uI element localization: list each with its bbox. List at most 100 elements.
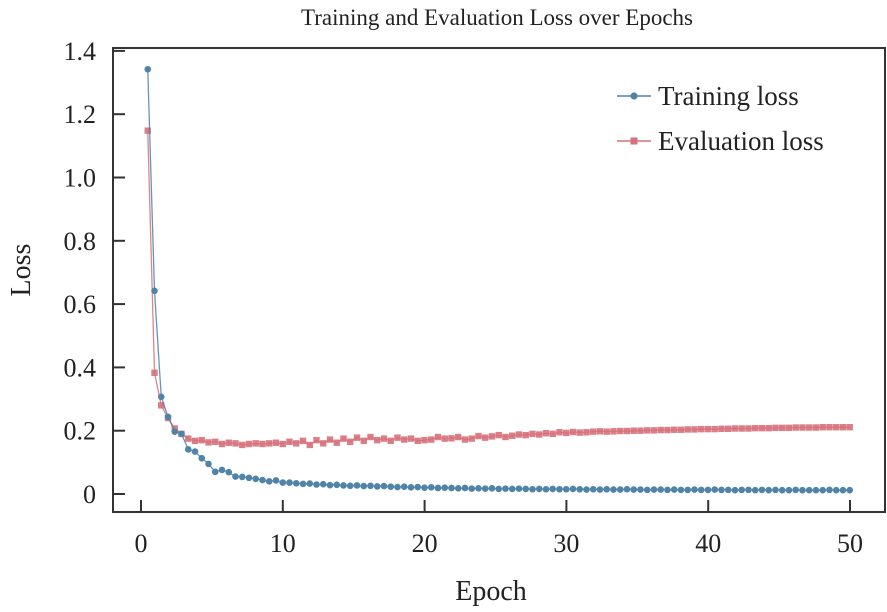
y-tick-label: 0 [83, 480, 96, 509]
data-point [414, 437, 421, 445]
data-point [374, 436, 381, 444]
data-point [799, 424, 806, 431]
data-point [569, 428, 577, 436]
series-training [144, 65, 854, 494]
y-tick-label: 1.4 [64, 37, 97, 66]
data-point [772, 486, 779, 494]
data-point [482, 434, 489, 441]
data-point [238, 473, 246, 481]
data-point [421, 436, 428, 444]
data-point [617, 427, 624, 435]
data-point [603, 428, 610, 435]
x-axis-label: Epoch [455, 576, 527, 607]
data-point [171, 428, 179, 435]
data-point [191, 437, 199, 445]
legend: Training loss Evaluation loss [617, 81, 824, 156]
data-point [677, 426, 685, 433]
series-evaluation [144, 127, 853, 449]
data-point [549, 485, 557, 493]
plot-frame [112, 47, 886, 513]
data-point [758, 486, 766, 494]
data-point [286, 479, 293, 486]
legend-training-label: Training loss [658, 81, 799, 111]
data-point [475, 432, 482, 440]
data-point [650, 427, 658, 434]
data-point [448, 435, 455, 442]
data-point [414, 483, 422, 491]
data-point [529, 485, 536, 493]
data-point [549, 430, 556, 438]
data-point [239, 441, 246, 449]
data-point [468, 435, 475, 442]
data-point [326, 481, 334, 489]
legend-eval-label: Evaluation loss [658, 126, 824, 156]
legend-training-marker [630, 92, 638, 100]
data-point [765, 424, 772, 432]
data-point [508, 485, 516, 493]
data-point [839, 486, 847, 494]
chart-title: Training and Evaluation Loss over Epochs [301, 5, 693, 30]
data-point [151, 287, 158, 295]
data-point [225, 468, 233, 476]
x-tick-label: 10 [270, 529, 296, 558]
data-point [265, 478, 273, 485]
data-point [664, 486, 671, 494]
data-point [785, 486, 793, 494]
data-point [205, 460, 212, 468]
data-point [272, 439, 280, 446]
data-point [616, 486, 624, 493]
data-point [421, 484, 428, 491]
data-point [623, 485, 631, 493]
data-point [218, 440, 226, 448]
data-point [610, 486, 617, 493]
y-tick-label: 0.6 [64, 290, 97, 319]
data-point [353, 482, 361, 489]
data-point [643, 486, 651, 494]
data-point [630, 427, 637, 434]
data-point [279, 440, 286, 448]
data-point [704, 486, 712, 494]
data-point [677, 486, 685, 494]
data-point [502, 433, 509, 441]
data-point [441, 484, 449, 491]
data-point [664, 426, 671, 434]
series-line [147, 130, 850, 446]
data-point [428, 436, 435, 443]
data-point [535, 485, 543, 493]
data-point [313, 481, 320, 488]
data-point [718, 486, 725, 494]
y-axis-label: Loss [6, 244, 37, 297]
data-point [623, 427, 631, 435]
data-point [158, 402, 165, 409]
data-point [144, 65, 152, 73]
x-tick-label: 40 [695, 529, 721, 558]
data-point [306, 441, 313, 449]
data-point [272, 477, 280, 484]
data-point [704, 425, 712, 433]
data-point [832, 486, 840, 494]
data-point [839, 424, 847, 431]
data-point [758, 424, 766, 432]
data-point [347, 438, 354, 445]
data-point [185, 435, 192, 442]
data-point [515, 431, 523, 438]
data-point [657, 486, 665, 493]
data-point [556, 429, 563, 436]
data-point [725, 425, 732, 433]
data-point [293, 440, 300, 447]
data-point [529, 430, 536, 438]
data-point [522, 431, 529, 439]
data-point [400, 483, 408, 491]
data-point [306, 480, 314, 487]
data-point [576, 485, 584, 493]
data-point [394, 434, 401, 441]
y-tick-label: 0.8 [64, 227, 97, 256]
data-point [805, 486, 813, 494]
data-point [319, 480, 327, 488]
data-point [232, 440, 239, 447]
data-point [562, 485, 570, 493]
data-point [515, 485, 523, 492]
y-tick-label: 0.4 [64, 353, 97, 382]
x-tick-label: 50 [837, 529, 863, 558]
data-point [718, 425, 725, 433]
